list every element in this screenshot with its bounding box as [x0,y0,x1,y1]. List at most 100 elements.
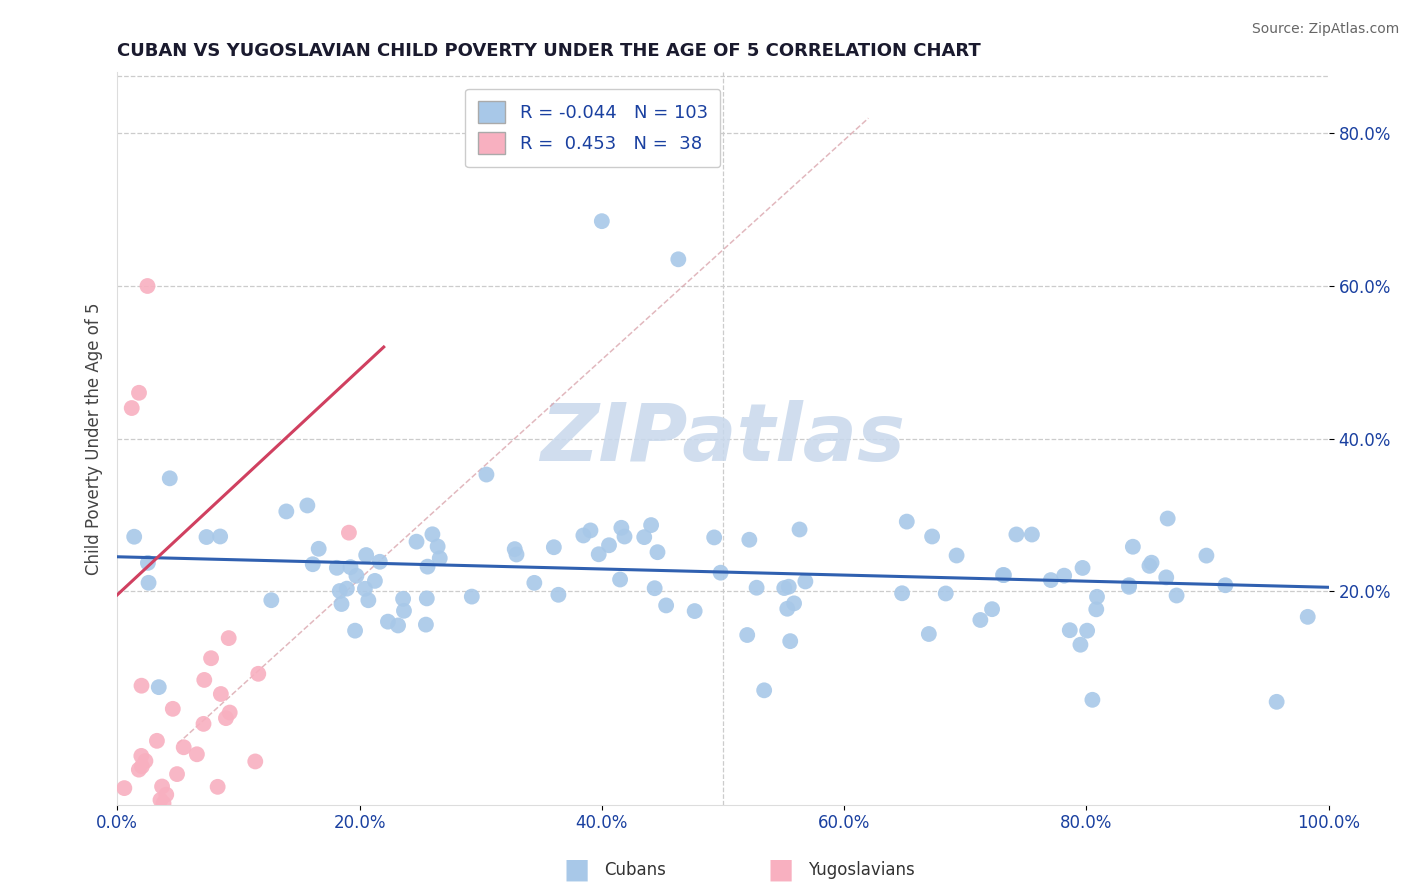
Point [247,666,270,681]
Point [1139,558,1161,573]
Text: Cubans: Cubans [605,861,666,879]
Point [523,575,546,590]
Legend: R = -0.044   N = 103, R =  0.453   N =  38: R = -0.044 N = 103, R = 0.453 N = 38 [465,89,720,167]
Point [572,528,595,542]
Text: ■: ■ [768,855,793,884]
Point [131,748,153,763]
Point [655,599,678,613]
Point [633,530,655,544]
Point [1081,693,1104,707]
Point [148,680,170,694]
Point [218,631,240,645]
Point [1154,570,1177,584]
Point [773,581,796,595]
Text: ZIPatlas: ZIPatlas [540,400,905,477]
Point [354,548,377,562]
Point [543,540,565,554]
Point [891,586,914,600]
Point [134,754,156,768]
Point [776,601,799,615]
Point [426,540,449,554]
Point [993,568,1015,582]
Point [1166,589,1188,603]
Point [209,529,232,543]
Point [778,580,800,594]
Point [1085,602,1108,616]
Point [475,467,498,482]
Point [422,527,444,541]
Point [195,530,218,544]
Point [918,627,941,641]
Point [159,471,181,485]
Point [666,252,689,267]
Point [779,634,801,648]
Point [354,582,377,596]
Point [128,763,150,777]
Point [209,687,232,701]
Point [339,560,361,574]
Point [193,717,215,731]
Point [591,214,613,228]
Point [124,885,146,892]
Point [1156,511,1178,525]
Point [387,618,409,632]
Point [364,574,387,588]
Point [429,551,451,566]
Point [146,734,169,748]
Point [174,812,197,826]
Point [344,624,367,638]
Text: Yugoslavians: Yugoslavians [808,861,915,879]
Point [1039,573,1062,587]
Point [166,767,188,781]
Point [162,702,184,716]
Point [503,542,526,557]
Point [122,530,145,544]
Point [754,683,776,698]
Point [308,541,330,556]
Point [122,822,145,836]
Point [260,593,283,607]
Point [745,581,768,595]
Point [150,780,173,794]
Point [1076,624,1098,638]
Point [128,385,150,400]
Point [896,515,918,529]
Point [127,890,149,892]
Text: ■: ■ [564,855,589,884]
Point [131,759,153,773]
Point [138,575,160,590]
Point [131,679,153,693]
Point [301,558,323,572]
Point [121,401,143,415]
Point [991,568,1014,582]
Point [152,797,174,811]
Point [640,518,662,533]
Point [598,538,620,552]
Point [155,788,177,802]
Text: Source: ZipAtlas.com: Source: ZipAtlas.com [1251,22,1399,37]
Point [181,824,204,838]
Point [1021,527,1043,541]
Point [136,279,159,293]
Point [346,568,368,582]
Point [609,573,631,587]
Point [112,781,135,796]
Point [416,591,439,606]
Point [1053,568,1076,582]
Point [1195,549,1218,563]
Point [337,525,360,540]
Point [326,561,349,575]
Point [461,590,484,604]
Point [129,810,152,824]
Point [329,584,352,599]
Point [405,534,427,549]
Point [186,747,208,762]
Point [794,574,817,589]
Point [1265,695,1288,709]
Point [129,842,152,856]
Point [547,588,569,602]
Point [644,581,666,595]
Point [1085,590,1108,604]
Point [588,547,610,561]
Point [392,591,415,606]
